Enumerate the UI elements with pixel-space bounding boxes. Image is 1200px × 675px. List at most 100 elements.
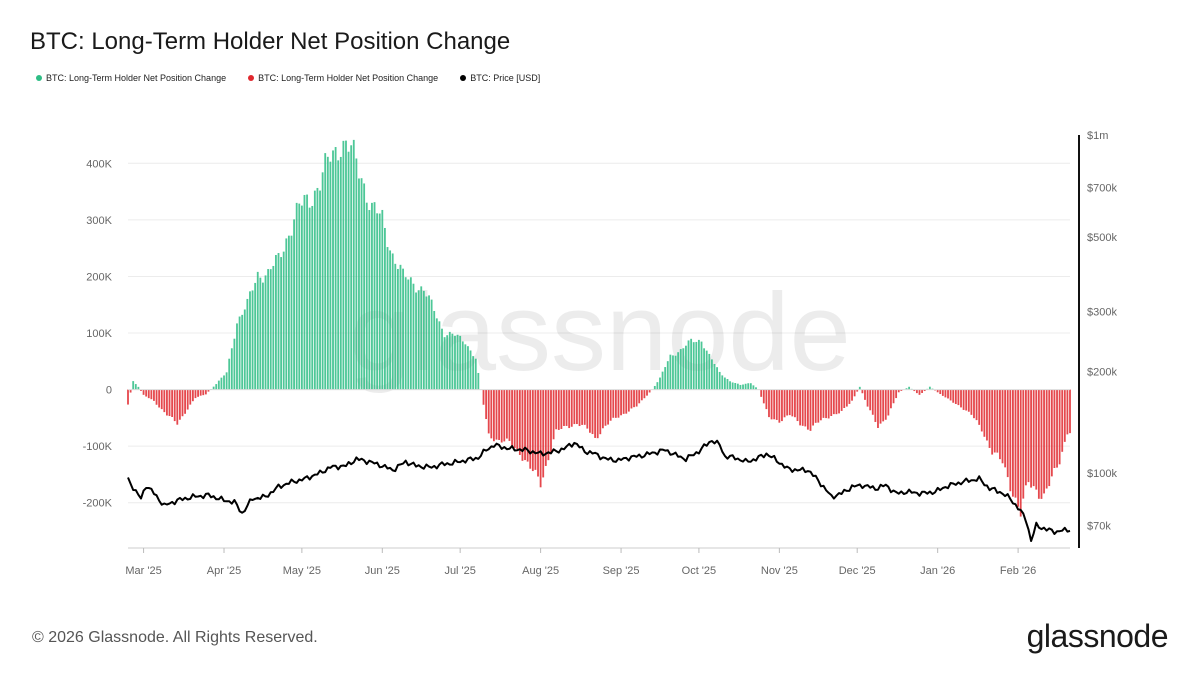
lth-bar — [884, 389, 887, 420]
lth-bar — [544, 389, 547, 466]
lth-bar — [290, 235, 293, 390]
x-tick-label: Dec '25 — [839, 565, 876, 577]
lth-bar — [908, 386, 911, 390]
lth-bar — [1063, 389, 1066, 442]
lth-bar — [326, 156, 329, 390]
lth-bar — [280, 257, 283, 390]
legend-label: BTC: Long-Term Holder Net Position Chang… — [258, 73, 439, 83]
lth-bar — [246, 298, 249, 390]
lth-bar — [586, 389, 589, 429]
lth-bar — [775, 389, 778, 420]
lth-bar — [404, 277, 407, 390]
lth-bar — [132, 381, 135, 390]
lth-bar — [999, 389, 1001, 460]
lth-bar — [788, 389, 791, 416]
lth-bar — [967, 389, 970, 412]
lth-bar — [422, 290, 425, 390]
lth-bar — [505, 389, 508, 439]
lth-bar — [430, 299, 433, 390]
lth-bar — [350, 145, 353, 390]
lth-bar — [552, 389, 555, 440]
lth-bar — [394, 263, 397, 390]
legend-item-negative[interactable]: BTC: Long-Term Holder Net Position Chang… — [248, 73, 438, 83]
lth-bar — [791, 389, 794, 417]
lth-bar — [1035, 389, 1038, 490]
lth-bar — [166, 389, 168, 416]
lth-bar — [555, 389, 558, 430]
lth-bar — [620, 389, 622, 416]
lth-bar — [612, 389, 615, 418]
legend-item-price[interactable]: BTC: Price [USD] — [460, 73, 540, 83]
y-left-tick-label: 200K — [86, 271, 112, 283]
lth-bar — [630, 389, 633, 409]
price-line — [127, 439, 1071, 542]
lth-bar — [635, 389, 638, 407]
lth-bar — [1012, 389, 1014, 497]
lth-bar — [321, 172, 324, 390]
lth-bar — [438, 321, 441, 390]
lth-bar — [947, 389, 949, 399]
lth-bar — [954, 389, 957, 404]
x-tick-label: Apr '25 — [207, 565, 242, 577]
x-tick-label: Jul '25 — [444, 565, 475, 577]
lth-bar — [682, 348, 685, 390]
legend-item-positive[interactable]: BTC: Long-Term Holder Net Position Chang… — [36, 73, 226, 83]
lth-bar — [303, 194, 306, 390]
lth-bar — [762, 389, 765, 404]
lth-bar — [352, 139, 355, 390]
lth-bar — [153, 389, 155, 401]
lth-bar — [428, 295, 430, 390]
lth-bar — [944, 389, 947, 398]
lth-bar — [269, 269, 272, 390]
lth-bar — [952, 389, 955, 403]
lth-bar — [508, 389, 511, 441]
lth-bar — [1009, 389, 1012, 492]
lth-bar — [163, 389, 166, 413]
lth-bar — [939, 389, 942, 395]
lth-bar — [376, 213, 379, 390]
lth-bar — [996, 389, 999, 453]
lth-bar — [498, 389, 500, 440]
lth-bar — [786, 389, 789, 416]
lth-bar — [832, 389, 835, 415]
lth-bar — [412, 283, 415, 390]
legend-dot-black-icon — [460, 75, 467, 81]
lth-bar — [822, 389, 825, 418]
lth-bar — [1037, 389, 1040, 499]
lth-bar — [604, 389, 607, 426]
y-axis-right: $1m $700k $500k $300k $200k $100k $70k — [1078, 130, 1117, 548]
lth-bar — [778, 389, 781, 423]
lth-bar — [1069, 389, 1071, 434]
lth-bar — [282, 251, 285, 390]
lth-bar — [243, 309, 246, 390]
chart-canvas: glassnode Mar '25 Apr '25 May '25 Jun '25 Ju… — [83, 130, 1118, 577]
lth-bar — [804, 389, 807, 427]
lth-bar — [534, 389, 537, 470]
lth-bar — [882, 389, 885, 422]
lth-bar — [272, 265, 275, 390]
lth-bar — [464, 344, 467, 390]
lth-bar — [332, 150, 334, 390]
lth-bar — [173, 389, 176, 422]
y-left-tick-label: -200K — [83, 498, 113, 510]
lth-bar — [308, 207, 311, 390]
legend-label: BTC: Price [USD] — [470, 73, 541, 83]
lth-bar — [734, 383, 737, 390]
lth-bar — [490, 389, 493, 439]
x-axis: Mar '25 Apr '25 May '25 Jun '25 Jul '25 Aug '… — [125, 547, 1070, 577]
lth-bar — [435, 318, 438, 390]
brand-logo[interactable]: glassnode — [1026, 618, 1169, 654]
lth-bar — [578, 389, 581, 427]
lth-bar — [986, 389, 988, 441]
lth-bar — [679, 349, 682, 390]
lth-bar — [713, 363, 716, 390]
lth-bar — [817, 389, 820, 423]
lth-bar — [726, 379, 729, 390]
lth-bar — [993, 389, 996, 453]
lth-bar — [241, 314, 244, 390]
lth-bar — [339, 156, 342, 390]
lth-bar — [962, 389, 965, 410]
lth-bar — [365, 202, 368, 390]
lth-bar — [539, 389, 542, 488]
y-right-tick-label: $100k — [1087, 468, 1117, 480]
